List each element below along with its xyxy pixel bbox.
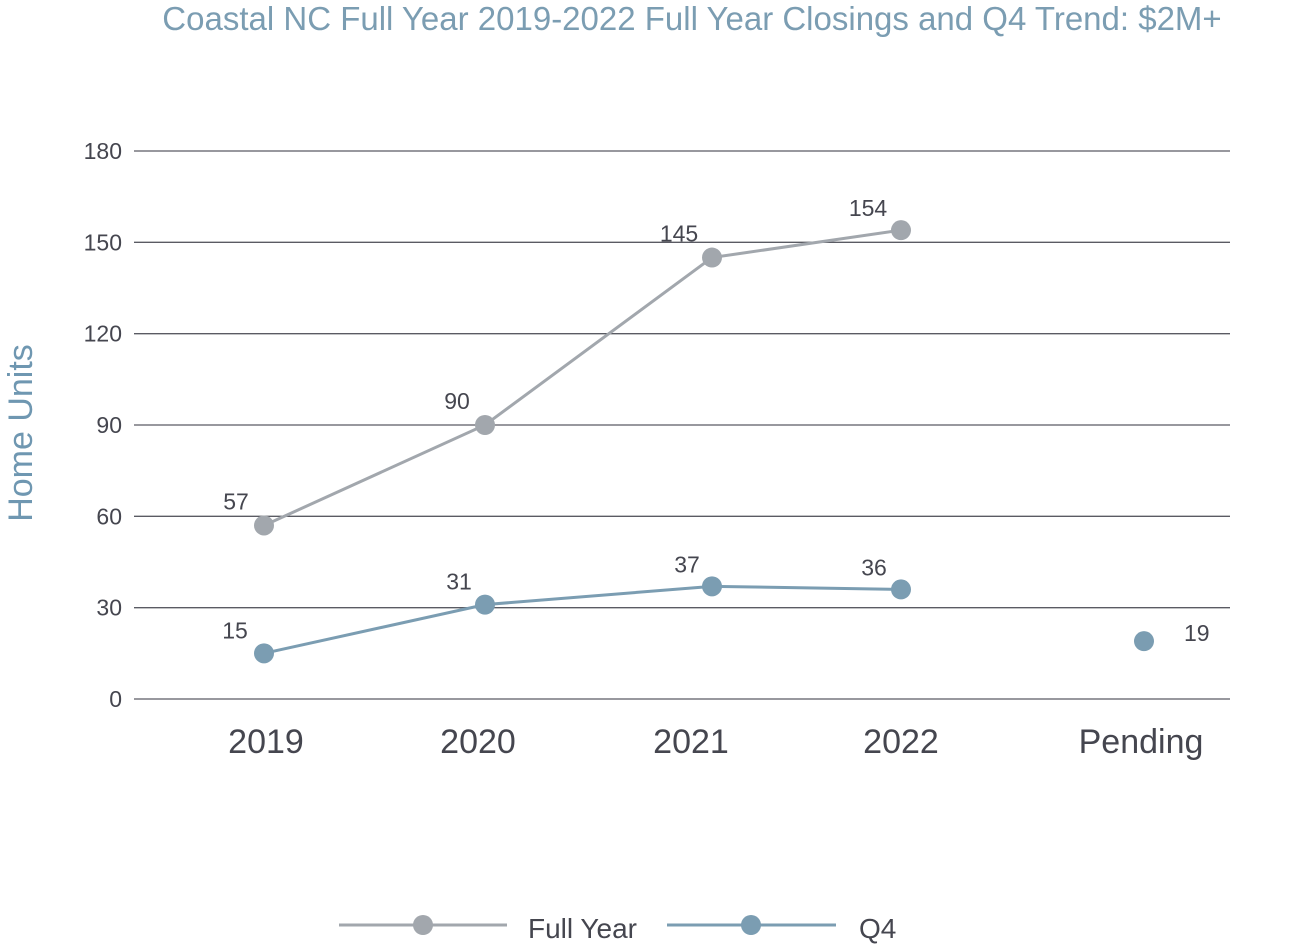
- y-axis-label: Home Units: [2, 344, 40, 522]
- data-label: 90: [444, 388, 470, 414]
- plot-area: 0 30 60 90 120 150 180 2019 2020 2021 2022 Pending 5…: [84, 138, 1230, 761]
- y-tick-label: 90: [96, 412, 122, 438]
- legend-marker: [413, 915, 433, 935]
- y-tick-label: 30: [96, 595, 122, 621]
- data-label: 37: [674, 551, 700, 577]
- x-tick-label: 2019: [228, 723, 304, 761]
- y-tick-label: 0: [109, 686, 122, 712]
- series-line: [263, 584, 902, 655]
- data-label: 31: [446, 569, 472, 595]
- data-point: [891, 220, 911, 241]
- y-tick-label: 180: [84, 138, 122, 164]
- legend: Full Year Q4: [339, 913, 896, 944]
- data-point: [1134, 631, 1154, 652]
- data-label: 145: [660, 221, 698, 247]
- y-tick-label: 60: [96, 503, 122, 529]
- legend-marker: [741, 915, 761, 935]
- series-line: [263, 228, 902, 527]
- data-label: 36: [861, 554, 887, 580]
- chart-title: Coastal NC Full Year 2019-2022 Full Year…: [162, 0, 1221, 37]
- data-label: 57: [223, 488, 249, 514]
- data-point: [254, 515, 274, 536]
- x-tick-label: 2022: [863, 723, 939, 761]
- legend-label: Full Year: [528, 913, 637, 944]
- x-tick-label: 2021: [653, 723, 729, 761]
- data-point: [475, 415, 495, 435]
- data-point: [702, 576, 722, 597]
- data-label: 154: [849, 195, 888, 221]
- y-tick-label: 120: [84, 321, 122, 347]
- data-point: [475, 594, 495, 615]
- data-label: 19: [1184, 620, 1210, 646]
- y-tick-label: 150: [84, 229, 122, 255]
- x-tick-label: Pending: [1079, 723, 1204, 761]
- x-tick-label: 2020: [440, 723, 516, 761]
- legend-label: Q4: [859, 913, 896, 944]
- data-label: 15: [222, 617, 248, 643]
- data-point: [891, 579, 911, 600]
- data-point: [254, 643, 274, 664]
- data-point: [702, 247, 722, 268]
